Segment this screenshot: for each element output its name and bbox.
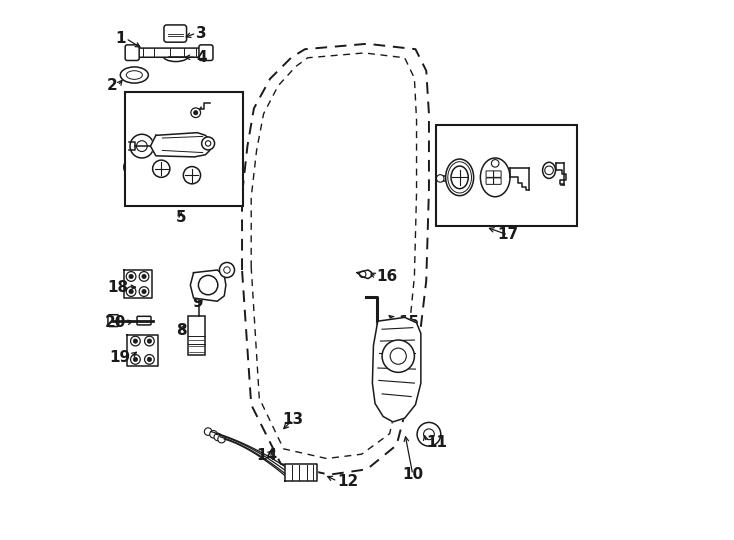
Circle shape bbox=[184, 166, 200, 184]
FancyBboxPatch shape bbox=[188, 316, 206, 355]
Text: 2: 2 bbox=[107, 78, 117, 93]
FancyBboxPatch shape bbox=[164, 25, 186, 42]
Circle shape bbox=[142, 274, 146, 279]
Circle shape bbox=[131, 336, 140, 346]
Text: 5: 5 bbox=[176, 210, 186, 225]
Text: 20: 20 bbox=[104, 315, 126, 330]
Text: 3: 3 bbox=[196, 25, 207, 40]
Polygon shape bbox=[127, 335, 158, 366]
Text: 16: 16 bbox=[377, 269, 398, 284]
Text: 14: 14 bbox=[257, 448, 278, 463]
Circle shape bbox=[145, 336, 154, 346]
Circle shape bbox=[382, 340, 415, 373]
Circle shape bbox=[219, 262, 234, 278]
Circle shape bbox=[545, 166, 553, 174]
FancyBboxPatch shape bbox=[137, 316, 151, 325]
Text: 15: 15 bbox=[399, 315, 419, 330]
Circle shape bbox=[142, 289, 146, 294]
Text: 8: 8 bbox=[176, 323, 186, 338]
Circle shape bbox=[204, 428, 212, 435]
Circle shape bbox=[129, 289, 134, 294]
Text: 9: 9 bbox=[192, 295, 203, 310]
Text: 11: 11 bbox=[426, 435, 447, 450]
Ellipse shape bbox=[542, 163, 556, 178]
Circle shape bbox=[218, 435, 225, 443]
Circle shape bbox=[148, 357, 151, 362]
Ellipse shape bbox=[446, 159, 473, 195]
Circle shape bbox=[126, 272, 136, 281]
Polygon shape bbox=[150, 133, 210, 157]
Circle shape bbox=[139, 287, 149, 296]
Ellipse shape bbox=[163, 50, 189, 62]
FancyBboxPatch shape bbox=[108, 315, 119, 327]
Text: 13: 13 bbox=[282, 412, 303, 427]
Circle shape bbox=[198, 275, 218, 295]
Polygon shape bbox=[190, 270, 226, 301]
Circle shape bbox=[202, 137, 214, 150]
Polygon shape bbox=[372, 318, 421, 422]
FancyBboxPatch shape bbox=[126, 45, 139, 60]
Polygon shape bbox=[357, 270, 371, 279]
Ellipse shape bbox=[480, 158, 510, 197]
Circle shape bbox=[210, 430, 217, 438]
Ellipse shape bbox=[451, 166, 468, 188]
Circle shape bbox=[145, 355, 154, 365]
Circle shape bbox=[130, 134, 153, 158]
Ellipse shape bbox=[120, 67, 148, 83]
FancyBboxPatch shape bbox=[125, 92, 243, 206]
Circle shape bbox=[424, 429, 435, 440]
Circle shape bbox=[214, 433, 222, 441]
FancyBboxPatch shape bbox=[199, 45, 213, 60]
Circle shape bbox=[437, 174, 444, 182]
Circle shape bbox=[134, 357, 137, 362]
Circle shape bbox=[129, 274, 134, 279]
Circle shape bbox=[191, 108, 200, 118]
Circle shape bbox=[492, 160, 499, 167]
Text: 18: 18 bbox=[108, 280, 129, 295]
Text: 19: 19 bbox=[109, 350, 130, 364]
Circle shape bbox=[134, 339, 137, 343]
Text: 17: 17 bbox=[498, 227, 519, 242]
Circle shape bbox=[417, 422, 441, 446]
Text: 10: 10 bbox=[402, 467, 424, 482]
Polygon shape bbox=[123, 270, 151, 298]
Circle shape bbox=[126, 287, 136, 296]
Polygon shape bbox=[133, 48, 206, 57]
Text: 7: 7 bbox=[212, 145, 222, 160]
Circle shape bbox=[153, 160, 170, 177]
Circle shape bbox=[148, 339, 151, 343]
Text: 1: 1 bbox=[115, 31, 126, 46]
Circle shape bbox=[131, 355, 140, 365]
Text: 12: 12 bbox=[338, 474, 359, 489]
Circle shape bbox=[194, 111, 198, 115]
Text: 4: 4 bbox=[196, 50, 207, 65]
Text: 6: 6 bbox=[122, 161, 133, 176]
Polygon shape bbox=[285, 464, 317, 481]
Circle shape bbox=[139, 272, 149, 281]
FancyBboxPatch shape bbox=[436, 125, 577, 226]
